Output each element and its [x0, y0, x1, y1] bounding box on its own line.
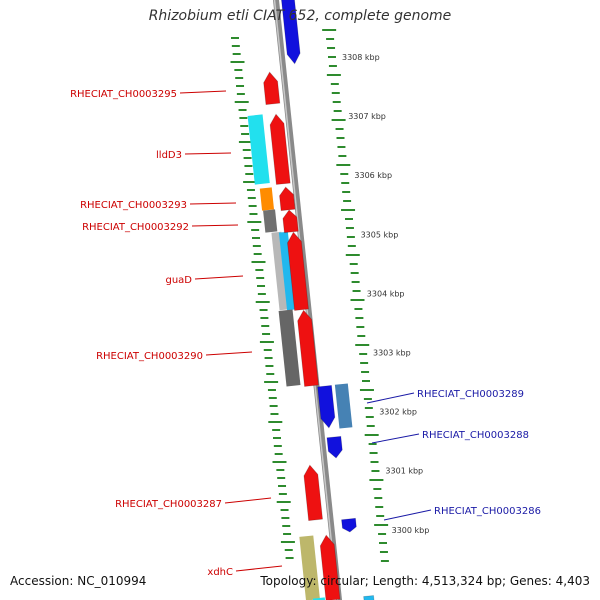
- gene-arrow-offscreen-top: [279, 0, 301, 65]
- map-title: Rhizobium etli CIAT 652, complete genome: [148, 8, 452, 24]
- leader-line-RHECIAT_CH0003295: [179, 90, 227, 94]
- leader-line-xdhC: [235, 565, 283, 572]
- gene-label-lldD3: lldD3: [156, 150, 182, 161]
- gene-arrow-offscreen-bottom: [363, 595, 375, 600]
- gene-arrow-guaD: [287, 231, 309, 311]
- leader-line-RHECIAT_CH0003292: [191, 224, 239, 227]
- cog-block-4: [278, 231, 297, 311]
- gene-arrow-RHECIAT_CH0003293: [279, 186, 296, 212]
- kbp-label-3303: 3303 kbp: [373, 349, 411, 358]
- kbp-scale-labels: 3308 kbp 3307 kbp 3306 kbp 3305 kbp 3304 kbp…: [342, 53, 429, 535]
- kbp-label-3304: 3304 kbp: [367, 289, 405, 298]
- leader-line-RHECIAT_CH0003288: [371, 433, 420, 444]
- gene-arrows: [263, 0, 375, 600]
- cog-block-5: [278, 309, 301, 387]
- leader-line-RHECIAT_CH0003289: [366, 392, 415, 404]
- label-leader-lines: [179, 90, 432, 572]
- gene-label-guaD: guaD: [165, 275, 192, 286]
- kbp-label-3308: 3308 kbp: [342, 53, 380, 62]
- leader-line-guaD: [194, 275, 244, 280]
- gene-label-RHECIAT_CH0003295: RHECIAT_CH0003295: [70, 89, 177, 100]
- leader-line-lldD3: [184, 152, 232, 155]
- gene-label-RHECIAT_CH0003290: RHECIAT_CH0003290: [96, 351, 203, 362]
- gene-label-RHECIAT_CH0003287: RHECIAT_CH0003287: [115, 499, 222, 510]
- gene-arrow-RHECIAT_CH0003292: [282, 209, 299, 234]
- topology-label: Topology: circular; Length: 4,513,324 bp…: [260, 574, 590, 588]
- gc-tick-marks: [230, 29, 389, 562]
- gene-label-RHECIAT_CH0003293: RHECIAT_CH0003293: [80, 200, 187, 211]
- cog-block-3: [271, 231, 290, 311]
- cog-block-0: [247, 114, 270, 185]
- kbp-label-3302: 3302 kbp: [379, 408, 417, 417]
- kbp-label-3300: 3300 kbp: [392, 526, 430, 535]
- gene-arrow-RHECIAT_CH0003288: [326, 435, 343, 459]
- leader-line-RHECIAT_CH0003293: [189, 202, 237, 205]
- gene-arrow-xdhC: [319, 534, 341, 600]
- gene-label-RHECIAT_CH0003286: RHECIAT_CH0003286: [434, 506, 541, 517]
- cog-feature-blocks: [247, 114, 353, 600]
- gene-arrow-RHECIAT_CH0003287: [303, 464, 323, 522]
- gene-labels: RHECIAT_CH0003295 lldD3 RHECIAT_CH0003293 R…: [70, 89, 541, 578]
- kbp-label-3301: 3301 kbp: [385, 467, 423, 476]
- gene-label-RHECIAT_CH0003289: RHECIAT_CH0003289: [417, 389, 524, 400]
- kbp-label-3305: 3305 kbp: [361, 230, 399, 239]
- cog-block-1: [259, 187, 275, 211]
- cog-block-7: [299, 535, 320, 600]
- accession-label: Accession: NC_010994: [10, 574, 147, 588]
- gene-arrow-RHECIAT_CH0003290: [297, 309, 319, 387]
- gene-label-xdhC: xdhC: [207, 567, 233, 578]
- gene-label-RHECIAT_CH0003292: RHECIAT_CH0003292: [82, 222, 189, 233]
- gene-label-RHECIAT_CH0003288: RHECIAT_CH0003288: [422, 430, 529, 441]
- gene-arrow-lldD3: [269, 113, 291, 185]
- gene-arrow-RHECIAT_CH0003286: [341, 517, 357, 533]
- kbp-label-3306: 3306 kbp: [354, 171, 392, 180]
- kbp-label-3307: 3307 kbp: [348, 112, 386, 121]
- gene-arrow-RHECIAT_CH0003295: [263, 71, 281, 106]
- leader-line-RHECIAT_CH0003286: [383, 509, 432, 521]
- cog-block-2: [263, 209, 278, 233]
- cog-block-6: [334, 383, 353, 429]
- leader-line-RHECIAT_CH0003290: [205, 351, 253, 356]
- leader-line-RHECIAT_CH0003287: [224, 497, 272, 504]
- gene-arrow-RHECIAT_CH0003289: [317, 384, 336, 429]
